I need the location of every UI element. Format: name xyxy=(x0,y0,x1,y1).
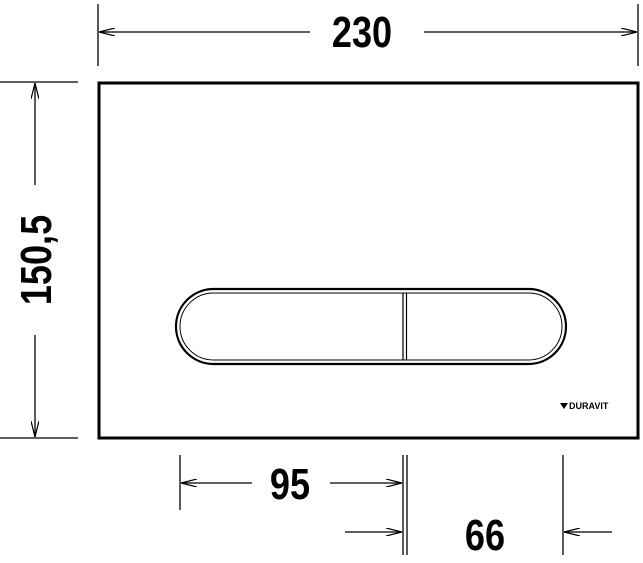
button-depth-label: 66 xyxy=(465,511,505,560)
button-offset-dimension: 95 xyxy=(179,455,408,555)
svg-text:DURAVIT: DURAVIT xyxy=(569,401,609,411)
width-dimension: 230 xyxy=(97,4,639,66)
height-dimension: 150,5 xyxy=(0,81,78,439)
duravit-logo: DURAVIT xyxy=(560,401,609,411)
button-depth-dimension: 66 xyxy=(345,455,612,560)
width-label: 230 xyxy=(332,8,392,57)
button-offset-label: 95 xyxy=(270,460,310,509)
flush-button xyxy=(174,287,568,366)
flush-plate xyxy=(97,81,640,440)
height-label: 150,5 xyxy=(12,215,61,305)
